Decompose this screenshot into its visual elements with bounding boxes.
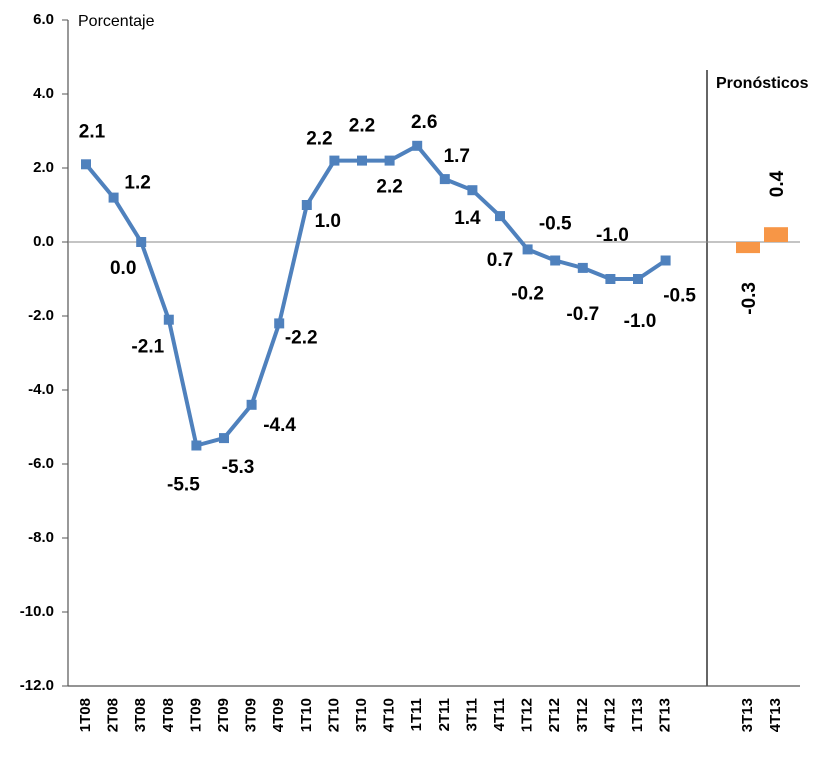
value-label: -2.1 — [131, 337, 164, 358]
x-tick-label: 4T10 — [381, 698, 398, 732]
value-label: 2.2 — [376, 177, 402, 198]
value-label: -0.2 — [511, 283, 544, 304]
marker — [412, 140, 423, 151]
x-tick-label: 2T13 — [657, 698, 674, 732]
value-label: -5.3 — [222, 457, 255, 478]
y-tick-label: -8.0 — [28, 529, 54, 546]
marker — [605, 274, 616, 284]
x-tick-label: 4T12 — [601, 698, 618, 732]
y-tick-label: 4.0 — [33, 85, 54, 102]
value-label: -0.7 — [566, 304, 599, 325]
marker — [136, 237, 147, 247]
marker — [219, 433, 229, 444]
y-tick-label: 2.0 — [33, 159, 54, 176]
marker — [467, 185, 478, 196]
annotation: Pronósticos — [716, 75, 809, 92]
x-tick-label: 3T13 — [739, 698, 756, 732]
y-tick-label: 6.0 — [33, 11, 54, 28]
marker — [522, 244, 533, 255]
x-tick-label: 1T09 — [187, 698, 204, 732]
x-tick-label: 2T09 — [215, 698, 232, 732]
x-tick-label: 2T11 — [436, 698, 453, 731]
value-label: 1.4 — [454, 208, 481, 229]
marker — [357, 155, 367, 166]
y-tick-label: 0.0 — [33, 233, 54, 250]
value-label: 2.6 — [411, 112, 437, 133]
marker — [439, 174, 450, 185]
marker — [191, 440, 202, 451]
value-label: 2.2 — [349, 116, 375, 137]
x-tick-label: 4T08 — [160, 698, 177, 732]
bar — [736, 242, 760, 254]
x-tick-label: 4T09 — [270, 698, 287, 732]
value-label: -1.0 — [596, 225, 629, 246]
x-tick-label: 3T11 — [463, 698, 480, 731]
y-tick-label: -6.0 — [28, 455, 54, 472]
value-label: 0.4 — [767, 170, 788, 197]
marker — [633, 274, 643, 284]
x-tick-label: 2T08 — [105, 698, 122, 732]
axis-label: Porcentaje — [78, 13, 155, 30]
x-tick-label: 3T08 — [132, 698, 149, 732]
marker — [163, 314, 174, 325]
y-tick-label: -12.0 — [20, 677, 54, 694]
value-label: 2.2 — [306, 129, 332, 150]
x-tick-label: 4T13 — [767, 698, 784, 732]
marker — [274, 318, 285, 329]
y-tick-label: -10.0 — [20, 603, 54, 620]
x-tick-label: 1T11 — [408, 698, 425, 731]
value-label: 1.2 — [124, 173, 150, 194]
value-label: -0.3 — [739, 282, 760, 315]
bar — [764, 227, 788, 242]
marker — [577, 262, 588, 273]
x-tick-label: 1T10 — [298, 698, 315, 732]
x-tick-label: 3T09 — [243, 698, 260, 732]
marker — [329, 155, 340, 166]
marker — [81, 159, 91, 170]
value-label: -2.2 — [285, 327, 318, 348]
x-tick-label: 4T11 — [491, 698, 508, 731]
x-tick-label: 1T12 — [519, 698, 536, 732]
value-label: -5.5 — [167, 475, 200, 496]
line — [84, 143, 667, 448]
value-label: 0.0 — [110, 258, 136, 279]
value-label: 2.1 — [79, 121, 106, 142]
marker — [495, 211, 505, 222]
y-tick-label: -2.0 — [28, 307, 54, 324]
value-label: -0.5 — [663, 286, 696, 307]
value-label: 1.7 — [444, 146, 470, 167]
marker — [660, 255, 671, 266]
y-tick-label: -4.0 — [28, 381, 54, 398]
marker — [550, 255, 561, 266]
x-tick-label: 3T12 — [574, 698, 591, 732]
marker — [301, 200, 312, 210]
x-tick-label: 3T10 — [353, 698, 370, 732]
value-label: -0.5 — [539, 214, 572, 235]
marker — [246, 399, 257, 410]
value-label: -1.0 — [624, 311, 657, 332]
marker — [108, 192, 119, 203]
marker — [384, 155, 395, 166]
x-tick-label: 2T10 — [325, 698, 342, 732]
value-label: -4.4 — [263, 415, 296, 436]
x-tick-label: 2T12 — [546, 698, 563, 732]
value-label: 0.7 — [487, 250, 513, 271]
x-tick-label: 1T13 — [629, 698, 646, 732]
value-label: 1.0 — [315, 211, 341, 232]
x-tick-label: 1T08 — [77, 698, 94, 732]
